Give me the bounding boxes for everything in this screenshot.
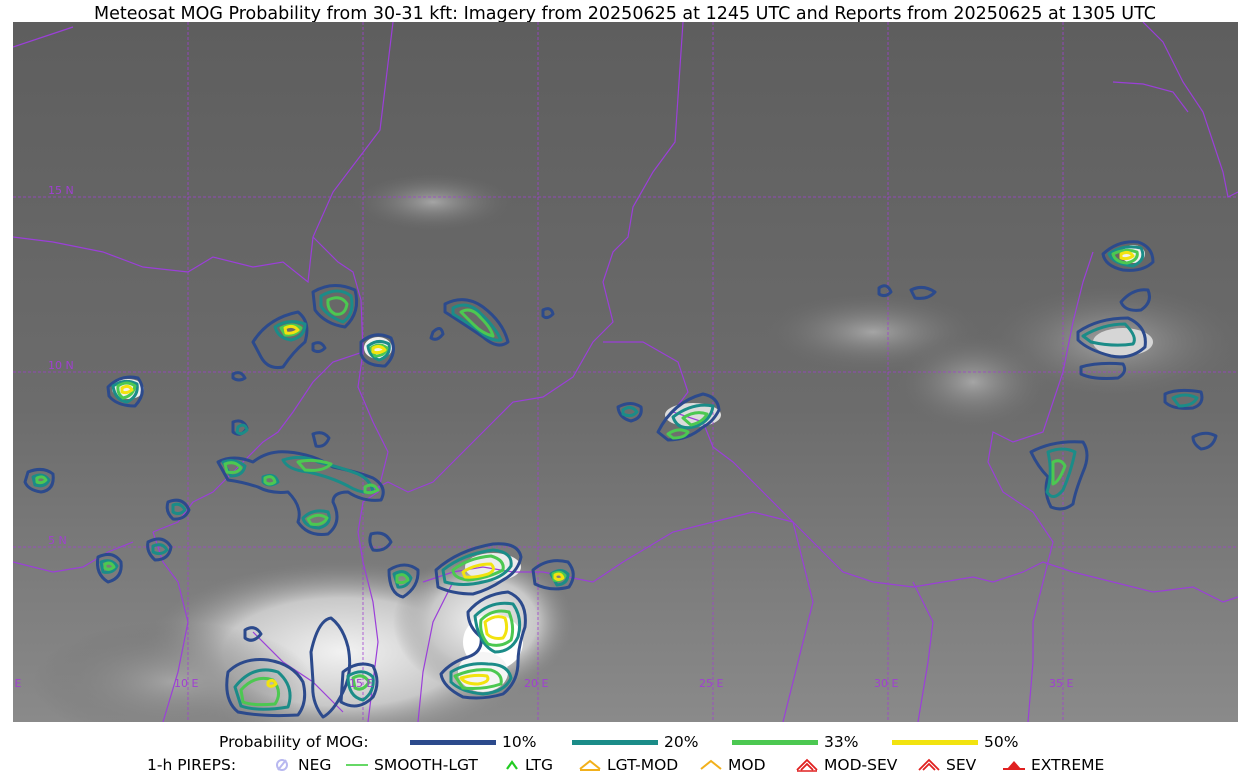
legend-swatch-10 <box>410 739 496 745</box>
extreme-icon <box>1003 761 1025 770</box>
lon-label-5e: 5 E <box>13 677 21 690</box>
pirep-item-extreme: EXTREME <box>1003 756 1104 774</box>
pireps-legend-title: 1-h PIREPS: <box>147 756 237 774</box>
lon-label-20e: 20 E <box>524 677 548 690</box>
lgt-mod-icon <box>579 759 601 771</box>
lon-label-15e: 15 E <box>349 677 373 690</box>
lon-labels: 5 E 10 E 15 E 20 E 25 E 30 E 35 E <box>13 677 1073 690</box>
legend-label-20: 20% <box>664 733 699 751</box>
pirep-label-mod-sev: MOD-SEV <box>824 756 898 774</box>
mod-sev-icon <box>796 758 818 772</box>
neg-icon <box>276 759 288 771</box>
lon-label-25e: 25 E <box>699 677 723 690</box>
legend-label-50: 50% <box>984 733 1019 751</box>
legend-swatch-50 <box>892 739 978 745</box>
map-title: Meteosat MOG Probability from 30-31 kft:… <box>94 4 1156 24</box>
pirep-label-sev: SEV <box>946 756 977 774</box>
legend-item-10: 10% <box>410 733 536 751</box>
sev-icon <box>918 758 940 771</box>
pirep-label-smooth-lgt: SMOOTH-LGT <box>374 756 478 774</box>
pirep-item-smooth-lgt: SMOOTH-LGT <box>346 756 478 774</box>
pirep-item-ltg: LTG <box>505 756 553 774</box>
pirep-item-neg: NEG <box>272 756 331 774</box>
probability-legend-title: Probability of MOG: <box>219 733 369 751</box>
pirep-label-extreme: EXTREME <box>1031 756 1105 774</box>
lat-label-15n: 15 N <box>48 184 74 197</box>
lat-label-5n: 5 N <box>48 534 67 547</box>
legend-label-33: 33% <box>824 733 859 751</box>
legend-label-10: 10% <box>502 733 537 751</box>
lat-label-10n: 10 N <box>48 359 74 372</box>
legend-item-33: 33% <box>732 733 858 751</box>
legend-swatch-33 <box>732 739 818 745</box>
pirep-label-lgt-mod: LGT-MOD <box>607 756 679 774</box>
pirep-label-ltg: LTG <box>525 756 553 774</box>
pirep-item-mod: MOD <box>700 756 766 774</box>
pirep-label-neg: NEG <box>298 756 332 774</box>
mod-icon <box>700 759 722 770</box>
pirep-item-lgt-mod: LGT-MOD <box>579 756 678 774</box>
pirep-item-mod-sev: MOD-SEV <box>796 756 897 774</box>
ltg-icon <box>506 760 518 770</box>
country-borders <box>13 22 1238 722</box>
legend-item-20: 20% <box>572 733 698 751</box>
lon-label-10e: 10 E <box>174 677 198 690</box>
lon-label-35e: 35 E <box>1049 677 1073 690</box>
satellite-map[interactable]: 15 N 10 N 5 N 5 E 10 E 15 E 20 E 25 E 30… <box>13 22 1238 722</box>
lat-labels: 15 N 10 N 5 N <box>48 184 74 547</box>
smooth-lgt-icon <box>346 764 368 766</box>
mog-contours <box>23 240 1218 719</box>
legend-item-50: 50% <box>892 733 1018 751</box>
legend-swatch-20 <box>572 739 658 745</box>
pirep-item-sev: SEV <box>918 756 976 774</box>
pirep-label-mod: MOD <box>728 756 766 774</box>
lon-label-30e: 30 E <box>874 677 898 690</box>
